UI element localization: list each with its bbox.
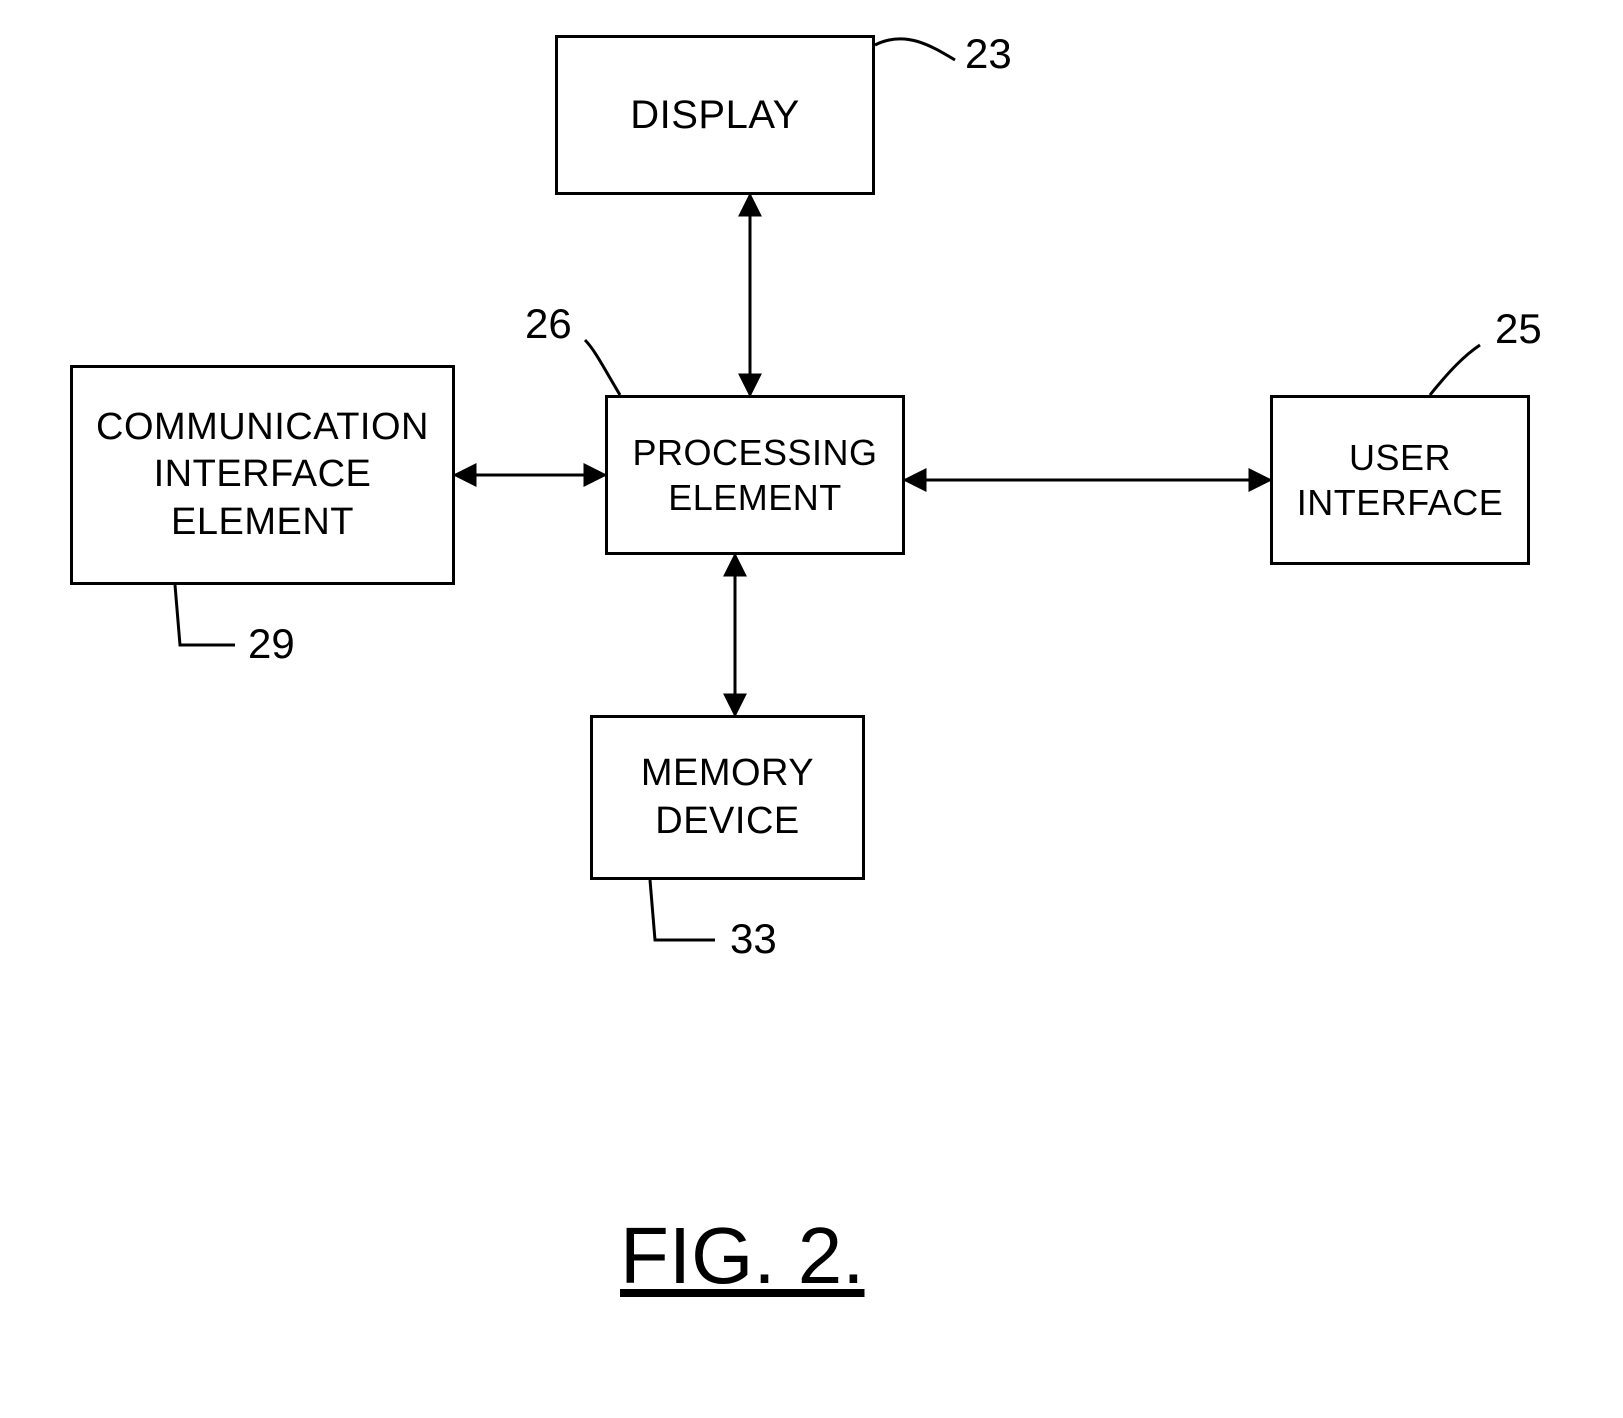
leader-user [1430,345,1480,395]
node-user-label: USER INTERFACE [1297,435,1504,525]
leader-comm [175,585,235,645]
node-processing-label: PROCESSING ELEMENT [632,430,877,520]
leader-processing [585,340,620,395]
ref-comm: 29 [248,620,295,668]
ref-display: 23 [965,30,1012,78]
leader-memory [650,880,715,940]
ref-user: 25 [1495,305,1542,353]
node-comm-label: COMMUNICATION INTERFACE ELEMENT [96,404,429,547]
node-memory: MEMORY DEVICE [590,715,865,880]
edges-overlay [0,0,1623,1418]
node-comm: COMMUNICATION INTERFACE ELEMENT [70,365,455,585]
diagram-canvas: DISPLAY 23 COMMUNICATION INTERFACE ELEME… [0,0,1623,1418]
node-display: DISPLAY [555,35,875,195]
node-user: USER INTERFACE [1270,395,1530,565]
ref-memory: 33 [730,915,777,963]
ref-processing: 26 [525,300,572,348]
figure-caption: FIG. 2. [620,1210,865,1302]
node-processing: PROCESSING ELEMENT [605,395,905,555]
node-display-label: DISPLAY [630,93,800,138]
leader-display [875,39,955,60]
node-memory-label: MEMORY DEVICE [641,750,814,845]
